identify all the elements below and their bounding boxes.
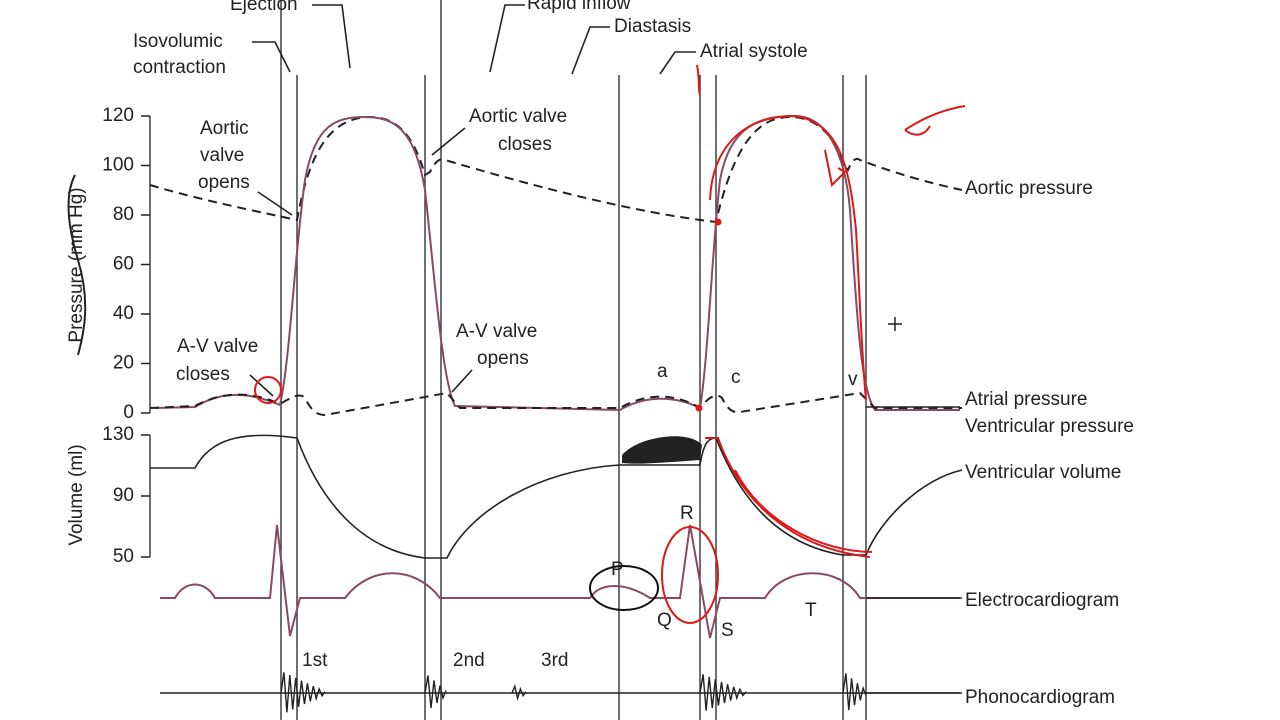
atrial-pressure-curve: [149, 391, 962, 417]
ventricular-volume-curve: [150, 434, 963, 559]
event-label: A-V valve: [177, 336, 258, 357]
heart-sound-burst: [424, 675, 447, 709]
phase-label: Ejection: [230, 0, 298, 15]
tick-label: 90: [113, 485, 134, 506]
phase-label: Isovolumic: [133, 31, 223, 52]
wave-label: a: [657, 361, 668, 382]
leader: [252, 41, 291, 73]
sound-label: 1st: [302, 650, 328, 671]
heart-sound-burst: [511, 684, 527, 702]
ventricular-pressure-curve: [154, 114, 960, 412]
tick-label: 80: [113, 204, 134, 225]
cursor: [888, 317, 902, 331]
leader: [312, 4, 351, 69]
event-label: opens: [198, 172, 250, 193]
phase-label: Rapid inflow: [527, 0, 631, 14]
tick-label: 50: [113, 546, 134, 567]
wave-label: Q: [657, 610, 672, 631]
arrow: [451, 369, 473, 393]
trace-label: Atrial pressure: [965, 389, 1088, 410]
wave-label: S: [721, 620, 734, 641]
wave-label: R: [680, 503, 694, 524]
event-label: A-V valve: [456, 321, 537, 342]
wave-label: T: [805, 600, 817, 621]
heart-sound-burst: [842, 673, 867, 711]
handwritten-annotations: [67, 64, 966, 624]
tick-label: 60: [113, 254, 134, 275]
tick-label: 20: [113, 353, 134, 374]
event-label: opens: [477, 348, 529, 369]
arrow: [249, 374, 274, 397]
trace-label: Ventricular pressure: [965, 416, 1134, 437]
leader: [659, 51, 696, 75]
sound-label: 3rd: [541, 650, 568, 671]
trace-label: Ventricular volume: [965, 462, 1121, 483]
wave-label: c: [731, 367, 741, 388]
event-label: Aortic: [200, 118, 249, 139]
phonocardiogram-bursts: [280, 672, 867, 713]
ticks: 0 20 40 60 80 100 120 50 90 130: [102, 105, 150, 567]
wave-label: P: [611, 559, 624, 580]
axis-label: Pressure (mm Hg): [66, 187, 87, 342]
trace-label: Phonocardiogram: [965, 687, 1115, 708]
sound-label: 2nd: [453, 650, 485, 671]
event-label: valve: [200, 145, 244, 166]
phase-label: contraction: [133, 57, 226, 78]
axis-label: Volume (ml): [66, 444, 87, 545]
leader: [571, 26, 610, 75]
heart-sound-burst: [280, 672, 326, 713]
leader: [489, 4, 525, 73]
tick-label: 40: [113, 303, 134, 324]
tick-label: 100: [102, 155, 134, 176]
event-label: closes: [498, 134, 552, 155]
ecg-curve: [160, 524, 962, 639]
wave-label: v: [848, 369, 858, 390]
trace-label: Aortic pressure: [965, 178, 1093, 199]
heart-sound-burst: [699, 674, 747, 711]
arrow: [257, 191, 293, 216]
tick-label: 120: [102, 105, 134, 126]
arrow: [431, 127, 466, 156]
trace-label: Electrocardiogram: [965, 590, 1119, 611]
phase-label: Diastasis: [614, 16, 691, 37]
event-label: Aortic valve: [469, 106, 567, 127]
event-label: closes: [176, 364, 230, 385]
phase-label: Atrial systole: [700, 41, 808, 62]
tick-label: 0: [123, 402, 134, 423]
tick-label: 130: [102, 424, 134, 445]
trace-leaders: [866, 406, 960, 694]
aortic-pressure-curve: [149, 115, 963, 224]
